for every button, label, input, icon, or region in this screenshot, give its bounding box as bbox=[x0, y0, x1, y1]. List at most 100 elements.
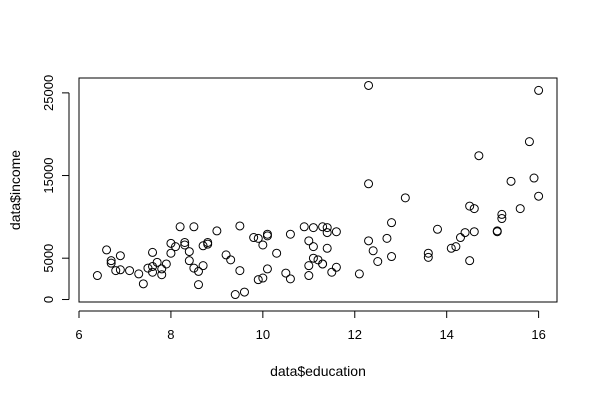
data-point bbox=[304, 261, 314, 271]
data-point bbox=[534, 85, 544, 95]
data-point bbox=[469, 204, 479, 214]
data-point bbox=[184, 256, 194, 266]
data-points bbox=[92, 80, 544, 300]
data-point bbox=[331, 262, 341, 272]
data-point bbox=[318, 222, 328, 232]
data-point bbox=[497, 209, 507, 219]
data-point bbox=[387, 252, 397, 262]
data-point bbox=[313, 255, 323, 265]
data-point bbox=[194, 280, 203, 290]
data-point bbox=[143, 263, 153, 273]
data-point bbox=[212, 226, 222, 236]
data-point bbox=[148, 247, 158, 257]
data-point bbox=[166, 248, 176, 258]
data-point bbox=[171, 242, 181, 252]
x-tick-label: 14 bbox=[439, 327, 453, 342]
data-point bbox=[460, 228, 470, 238]
x-tick-label: 12 bbox=[348, 327, 362, 342]
data-point bbox=[400, 193, 410, 203]
data-point bbox=[106, 256, 116, 266]
y-tick-label: 15000 bbox=[41, 157, 56, 193]
y-axis-label: data$income bbox=[7, 150, 23, 230]
data-point bbox=[299, 222, 309, 232]
data-point bbox=[318, 259, 328, 269]
y-tick-label: 0 bbox=[41, 296, 56, 303]
plot-frame bbox=[78, 77, 558, 303]
data-point bbox=[455, 233, 465, 243]
data-point bbox=[492, 227, 502, 237]
data-point bbox=[308, 223, 318, 233]
data-point bbox=[433, 224, 442, 234]
data-point bbox=[281, 268, 291, 278]
data-point bbox=[161, 259, 171, 269]
x-tick-label: 10 bbox=[256, 327, 270, 342]
data-point bbox=[304, 236, 314, 246]
data-point bbox=[115, 251, 125, 261]
data-point bbox=[198, 241, 208, 251]
data-point bbox=[497, 214, 507, 224]
data-point bbox=[387, 218, 397, 228]
y-tick-label: 25000 bbox=[41, 75, 56, 111]
data-point bbox=[515, 204, 525, 214]
data-point bbox=[157, 264, 167, 274]
data-point bbox=[506, 176, 516, 186]
data-point bbox=[253, 233, 263, 243]
data-point bbox=[327, 267, 337, 277]
data-point bbox=[364, 236, 374, 246]
data-point bbox=[125, 266, 135, 276]
data-point bbox=[331, 227, 341, 237]
data-point bbox=[194, 266, 203, 276]
x-axis: 6 8 10 12 14 16 bbox=[75, 310, 546, 342]
data-point bbox=[198, 261, 208, 271]
data-point bbox=[235, 221, 245, 231]
data-point bbox=[308, 242, 318, 252]
data-point bbox=[469, 227, 479, 237]
data-point bbox=[106, 258, 116, 268]
data-point bbox=[175, 222, 185, 232]
data-point bbox=[226, 255, 236, 265]
data-point bbox=[364, 80, 374, 90]
data-point bbox=[189, 222, 199, 232]
data-point bbox=[148, 267, 158, 277]
data-point bbox=[249, 233, 259, 243]
data-point bbox=[180, 237, 190, 247]
data-point bbox=[529, 173, 539, 183]
data-point bbox=[322, 243, 332, 253]
data-point bbox=[364, 179, 374, 189]
data-point bbox=[534, 191, 544, 201]
data-point bbox=[134, 269, 144, 279]
data-point bbox=[465, 201, 475, 211]
data-point bbox=[308, 253, 318, 263]
data-point bbox=[304, 271, 314, 281]
data-point bbox=[102, 245, 112, 255]
data-point bbox=[253, 275, 263, 285]
data-point bbox=[258, 240, 268, 250]
data-point bbox=[524, 137, 534, 147]
data-point bbox=[235, 266, 245, 276]
x-axis-label: data$education bbox=[270, 363, 366, 379]
data-point bbox=[322, 223, 332, 233]
data-point bbox=[451, 242, 461, 252]
x-tick-label: 16 bbox=[531, 327, 545, 342]
data-point bbox=[368, 246, 378, 256]
data-point bbox=[446, 243, 456, 253]
data-point bbox=[423, 248, 433, 258]
data-point bbox=[285, 274, 295, 284]
data-point bbox=[262, 264, 272, 274]
data-point bbox=[221, 250, 231, 260]
data-point bbox=[239, 287, 249, 297]
y-axis: 0 5000 15000 25000 bbox=[41, 75, 70, 303]
data-point bbox=[152, 257, 162, 267]
data-point bbox=[184, 247, 194, 257]
data-point bbox=[230, 290, 240, 300]
data-point bbox=[272, 248, 282, 258]
data-point bbox=[285, 229, 295, 239]
data-point bbox=[465, 256, 475, 266]
data-point bbox=[166, 238, 176, 248]
data-point bbox=[111, 266, 121, 276]
data-point bbox=[262, 229, 272, 239]
data-point bbox=[258, 273, 268, 283]
data-point bbox=[92, 271, 102, 281]
data-point bbox=[382, 233, 392, 243]
